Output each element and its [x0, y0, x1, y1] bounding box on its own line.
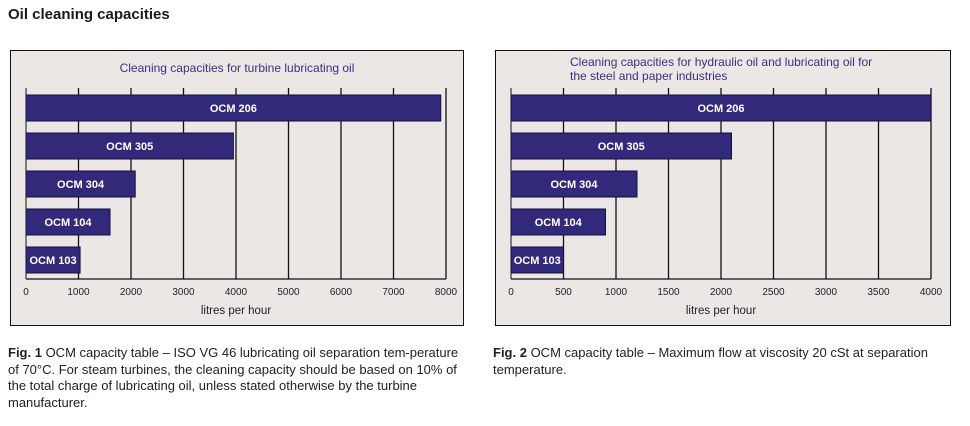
chart-plot: 0 500 1000 1500 2000 2500 3000 3500 4000 OCM 206 O… — [508, 88, 943, 317]
chart-turbine-oil: Cleaning capacities for turbine lubricat… — [10, 50, 464, 326]
bar — [25, 208, 111, 236]
bar-label: OCM 305 — [106, 141, 153, 153]
x-tick-label: 3000 — [815, 287, 838, 298]
x-tick-label: 3000 — [172, 287, 195, 298]
x-axis-label: litres per hour — [201, 305, 271, 317]
x-tick-label: 2500 — [762, 287, 785, 298]
chart-title: Cleaning capacities for hydraulic oil an… — [570, 55, 873, 83]
bar — [510, 246, 564, 274]
bar — [510, 208, 606, 236]
caption-label: Fig. 2 — [493, 345, 527, 360]
bar — [510, 170, 638, 198]
x-tick-label: 0 — [23, 287, 29, 298]
x-tick-label: 6000 — [330, 287, 353, 298]
bar-label: OCM 103 — [29, 255, 76, 267]
x-tick-label: 7000 — [382, 287, 405, 298]
caption-label: Fig. 1 — [8, 345, 42, 360]
x-tick-label: 1500 — [657, 287, 680, 298]
bar-label: OCM 304 — [550, 179, 598, 191]
x-tick-label: 4000 — [225, 287, 248, 298]
chart-title: Cleaning capacities for turbine lubricat… — [119, 61, 355, 75]
x-tick-label: 5000 — [277, 287, 300, 298]
bar — [510, 94, 932, 122]
bar-label: OCM 206 — [697, 103, 744, 115]
bar — [25, 94, 442, 122]
x-tick-label: 2000 — [120, 287, 143, 298]
chart-hydraulic-oil: Cleaning capacities for hydraulic oil an… — [495, 50, 951, 326]
bar-label: OCM 103 — [514, 255, 561, 267]
x-tick-label: 8000 — [435, 287, 458, 298]
x-tick-label: 1000 — [605, 287, 628, 298]
bar-label: OCM 104 — [44, 217, 92, 229]
x-tick-label: 2000 — [710, 287, 733, 298]
bar — [510, 132, 732, 160]
caption-text: OCM capacity table – Maximum flow at vis… — [493, 345, 928, 377]
page-title: Oil cleaning capacities — [8, 6, 170, 23]
bar — [25, 170, 136, 198]
x-tick-label: 0 — [508, 287, 514, 298]
figure-caption-2: Fig. 2 OCM capacity table – Maximum flow… — [493, 345, 933, 378]
bar — [25, 246, 81, 274]
figure-caption-1: Fig. 1 OCM capacity table – ISO VG 46 lu… — [8, 345, 468, 411]
x-tick-label: 4000 — [920, 287, 943, 298]
bar-label: OCM 206 — [210, 103, 257, 115]
x-tick-label: 3500 — [867, 287, 890, 298]
bar-label: OCM 305 — [598, 141, 645, 153]
caption-text: OCM capacity table – ISO VG 46 lubricati… — [8, 345, 459, 410]
x-tick-label: 1000 — [67, 287, 90, 298]
chart-plot: 0 1000 2000 3000 4000 5000 6000 7000 8000 OCM 206… — [23, 88, 458, 317]
x-tick-label: 500 — [555, 287, 572, 298]
x-axis-label: litres per hour — [686, 305, 756, 317]
bar — [25, 132, 234, 160]
bar-label: OCM 304 — [57, 179, 105, 191]
bar-label: OCM 104 — [535, 217, 583, 229]
